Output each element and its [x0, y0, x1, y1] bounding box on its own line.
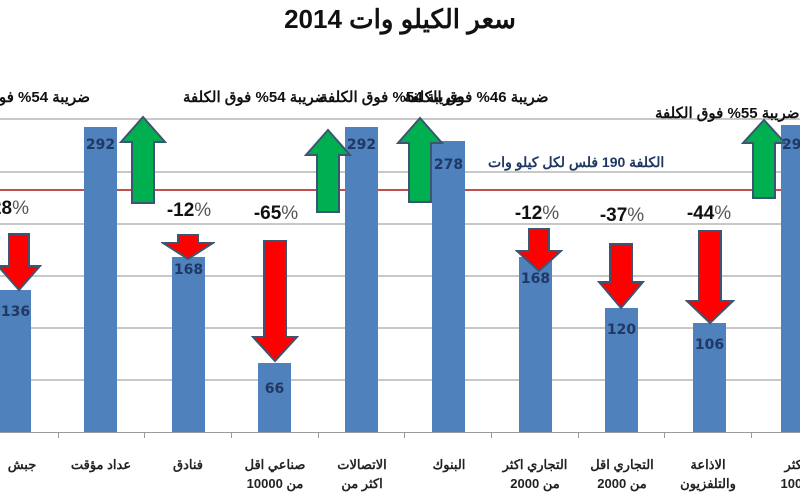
cost-reference-line: [0, 189, 800, 191]
bar: 168: [172, 257, 205, 432]
change-label: -44%: [686, 203, 732, 224]
x-axis-label: اكثر1000: [780, 457, 800, 491]
x-tick: [231, 432, 232, 438]
bar: 66: [258, 363, 291, 432]
gridline: [0, 118, 800, 120]
bar: 292: [781, 125, 800, 432]
x-tick: [58, 432, 59, 438]
bar-value: 168: [520, 271, 551, 287]
tax-label: ضريبة 54% فوق الكلفة: [183, 89, 328, 106]
up-arrow-icon: [304, 128, 352, 213]
bar: 136: [0, 290, 31, 432]
up-arrow-icon: [119, 115, 167, 204]
x-tick: [751, 432, 752, 438]
tax-label: ضريبة 55% فوق الكلفة: [655, 105, 800, 122]
cost-label: الكلفة 190 فلس لكل كيلو وات: [488, 154, 665, 170]
down-arrow-icon: [0, 233, 43, 292]
tax-label: ضريبة 54% فوق الكلفة: [0, 89, 90, 106]
x-axis-label: الاذاعة والتلفزيون: [680, 457, 736, 491]
x-axis: [0, 432, 800, 433]
bar: 292: [84, 127, 117, 432]
gridline: [0, 171, 800, 173]
x-axis-label: فنادق: [173, 457, 203, 472]
down-arrow-icon: [161, 234, 215, 261]
bar: 120: [605, 308, 638, 432]
up-arrow-icon: [741, 118, 787, 199]
bar-value: 120: [606, 322, 637, 338]
down-arrow-icon: [515, 228, 563, 273]
x-axis-label: الاتصالات اكثر من: [337, 457, 387, 491]
x-tick: [578, 432, 579, 438]
bar-value: 106: [694, 337, 725, 353]
x-axis-label: عداد مؤقت: [70, 457, 132, 472]
gridline: [0, 223, 800, 225]
x-tick: [664, 432, 665, 438]
x-axis-label: جبش: [7, 457, 37, 472]
down-arrow-icon: [685, 230, 735, 325]
down-arrow-icon: [251, 240, 299, 363]
bar-value: 136: [0, 304, 31, 320]
chart-title: سعر الكيلو وات 2014: [284, 4, 516, 34]
bar-value: 66: [264, 381, 285, 397]
change-label: -37%: [599, 205, 645, 226]
x-axis-label: التجاري اكثر من 2000: [502, 457, 568, 491]
change-label: -12%: [166, 200, 212, 221]
bar-value: 292: [85, 137, 116, 153]
x-axis-label: التجاري اقل من 2000: [590, 457, 654, 491]
x-tick: [404, 432, 405, 438]
bar-value: 292: [782, 137, 800, 153]
bar: 278: [432, 141, 465, 432]
tax-label: ضريبة 46% فوق الكلفة: [404, 89, 549, 106]
bar: 168: [519, 257, 552, 432]
bar: 106: [693, 323, 726, 432]
change-label: -12%: [514, 203, 560, 224]
change-label: -65%: [253, 203, 299, 224]
up-arrow-icon: [396, 116, 444, 203]
down-arrow-icon: [597, 243, 645, 310]
bar: 292: [345, 127, 378, 432]
bar-value: 292: [346, 137, 377, 153]
bar-value: 168: [173, 262, 204, 278]
change-label: 28%: [0, 198, 30, 219]
gridline: [0, 379, 800, 381]
x-axis-label: البنوك: [432, 457, 466, 472]
bar-value: 278: [433, 157, 464, 173]
x-tick: [491, 432, 492, 438]
x-tick: [144, 432, 145, 438]
gridline: [0, 327, 800, 329]
x-axis-label: صناعي اقل من 10000: [244, 457, 306, 491]
tax-label: ضريبة 54% فوق الكلفة: [320, 89, 465, 106]
gridline: [0, 275, 800, 277]
x-tick: [318, 432, 319, 438]
